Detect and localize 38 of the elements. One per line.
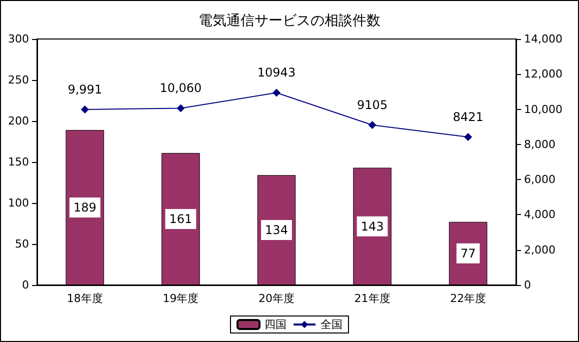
y-tick-label: 100 xyxy=(8,196,29,210)
x-tick-label: 20年度 xyxy=(258,292,294,305)
point xyxy=(272,88,280,97)
data-label: 143 xyxy=(360,219,384,234)
data-label: 77 xyxy=(460,246,476,260)
y-tick-label: 150 xyxy=(8,156,29,168)
legend-label: 全国 xyxy=(320,318,342,331)
data-label: 10943 xyxy=(257,66,296,80)
data-label: 189 xyxy=(73,200,96,215)
y2-tick-label: 12,000 xyxy=(524,68,562,81)
y2-tick-label: 8,000 xyxy=(524,138,556,151)
point xyxy=(80,105,89,114)
data-label: 8421 xyxy=(452,110,484,124)
y-tick-label: 300 xyxy=(8,32,29,46)
point xyxy=(464,133,472,142)
data-label: 161 xyxy=(169,212,192,226)
chart-title: 電気通信サービスの相談件数 xyxy=(198,13,380,29)
y2-tick-label: 2,000 xyxy=(524,243,556,256)
data-label: 134 xyxy=(265,223,288,238)
y-tick-label: 50 xyxy=(15,238,29,250)
y2-tick-label: 14,000 xyxy=(524,32,562,46)
y-tick-label: 200 xyxy=(8,114,29,128)
x-tick-label: 19年度 xyxy=(162,292,199,305)
point xyxy=(176,104,185,112)
y2-tick-label: 10,000 xyxy=(524,102,562,116)
x-tick-label: 22年度 xyxy=(450,292,486,305)
y-tick-label: 0 xyxy=(22,278,29,292)
x-tick-label: 18年度 xyxy=(66,292,103,305)
point xyxy=(368,121,376,130)
y2-tick-label: 4,000 xyxy=(524,208,556,222)
y2-tick-label: 6,000 xyxy=(524,173,556,186)
data-label: 10,060 xyxy=(160,81,202,96)
data-label: 9,991 xyxy=(68,82,102,96)
x-tick-label: 21年度 xyxy=(354,292,390,305)
data-label: 9105 xyxy=(357,98,388,112)
y2-tick-label: 0 xyxy=(524,278,531,292)
legend-label: 四国 xyxy=(264,318,286,331)
y-tick-label: 250 xyxy=(8,74,29,86)
